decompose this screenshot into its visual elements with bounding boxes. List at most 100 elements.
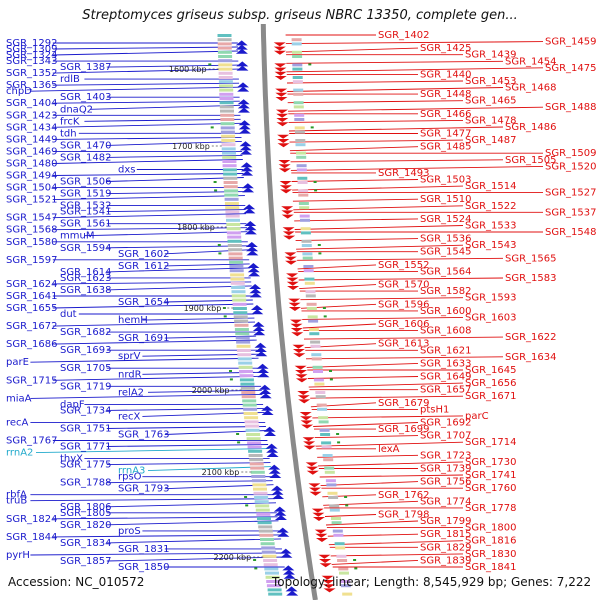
gene-label[interactable]: SGR_1715	[6, 375, 58, 386]
gene-label[interactable]: SGR_1596	[378, 299, 430, 310]
gene-label[interactable]: SGR_1799	[420, 516, 472, 527]
gene-label[interactable]: SGR_1582	[420, 286, 472, 297]
gene-label[interactable]: SGR_1612	[118, 261, 170, 272]
gene-label[interactable]: SGR_1734	[60, 405, 112, 416]
gene-label[interactable]: SGR_1824	[6, 514, 58, 525]
gene-label[interactable]: SGR_1655	[6, 303, 58, 314]
gene-label[interactable]: SGR_1793	[118, 484, 170, 495]
gene-label[interactable]: SGR_1434	[6, 122, 58, 133]
gene-label[interactable]: parC	[465, 411, 489, 422]
gene-label[interactable]: SGR_1606	[378, 319, 430, 330]
gene-label[interactable]: SGR_1519	[60, 189, 112, 200]
gene-label[interactable]: SGR_1798	[378, 510, 430, 521]
gene-label[interactable]: SGR_1533	[465, 221, 517, 232]
gene-label[interactable]: SGR_1739	[420, 464, 472, 475]
gene-label[interactable]: truB	[6, 496, 27, 507]
gene-label[interactable]: SGR_1466	[420, 109, 472, 120]
gene-label[interactable]: SGR_1486	[505, 122, 557, 133]
gene-label[interactable]: SGR_1692	[420, 418, 472, 429]
gene-label[interactable]: SGR_1469	[6, 146, 58, 157]
gene-label[interactable]: SGR_1570	[378, 280, 430, 291]
gene-label[interactable]: SGR_1621	[420, 345, 472, 356]
gene-label[interactable]: SGR_1480	[6, 159, 58, 170]
gene-label[interactable]: SGR_1547	[6, 213, 58, 224]
gene-label[interactable]: SGR_1309	[6, 44, 58, 55]
gene-label[interactable]: SGR_1504	[6, 183, 58, 194]
gene-label[interactable]: pyrH	[6, 550, 30, 561]
gene-label[interactable]: SGR_1552	[378, 260, 430, 271]
gene-label[interactable]: SGR_1763	[118, 430, 170, 441]
gene-label[interactable]: SGR_1672	[6, 321, 58, 332]
gene-label[interactable]: SGR_1343	[6, 56, 58, 67]
gene-label[interactable]: SGR_1686	[6, 339, 58, 350]
gene-label[interactable]: SGR_1543	[465, 240, 517, 251]
gene-label[interactable]: rpsO	[118, 472, 142, 483]
gene-label[interactable]: SGR_1800	[465, 523, 517, 534]
gene-label[interactable]: SGR_1488	[545, 102, 597, 113]
gene-label[interactable]: rbfA	[6, 490, 27, 501]
gene-label[interactable]: SGR_1656	[465, 378, 517, 389]
gene-label[interactable]: SGR_1682	[60, 327, 112, 338]
gene-label[interactable]: lexA	[378, 444, 400, 455]
gene-label[interactable]: SGR_1850	[118, 562, 170, 573]
gene-label[interactable]: SGR_1751	[60, 424, 112, 435]
gene-label[interactable]: SGR_1521	[6, 195, 58, 206]
gene-label[interactable]: SGR_1449	[6, 134, 58, 145]
gene-label[interactable]: SGR_1493	[378, 168, 430, 179]
gene-label[interactable]: SGR_1844	[6, 532, 58, 543]
gene-label[interactable]: SGR_1778	[465, 503, 517, 514]
gene-label[interactable]: SGR_1634	[505, 352, 557, 363]
gene-label[interactable]: SGR_1762	[378, 490, 430, 501]
gene-label[interactable]: SGR_1541	[60, 207, 112, 218]
gene-label[interactable]: SGR_1387	[60, 62, 112, 73]
gene-label[interactable]: SGR_1622	[505, 332, 557, 343]
gene-label[interactable]: SGR_1806	[60, 502, 112, 513]
gene-label[interactable]: miaA	[6, 393, 32, 404]
gene-label[interactable]: SGR_1425	[420, 43, 472, 54]
gene-label[interactable]: SGR_1594	[60, 243, 112, 254]
gene-label[interactable]: SGR_1614	[60, 267, 112, 278]
gene-label[interactable]: rdlB	[60, 74, 80, 85]
gene-label[interactable]: SGR_1324	[6, 50, 58, 61]
gene-label[interactable]: SGR_1568	[6, 225, 58, 236]
gene-label[interactable]: SGR_1654	[118, 297, 170, 308]
gene-label[interactable]: SGR_1671	[465, 391, 517, 402]
gene-label[interactable]: recX	[118, 411, 141, 422]
gene-label[interactable]: SGR_1459	[545, 37, 597, 48]
gene-label[interactable]: SGR_1477	[420, 129, 472, 140]
gene-label[interactable]: SGR_1741	[465, 470, 517, 481]
gene-label[interactable]: SGR_1831	[118, 544, 170, 555]
gene-label[interactable]: recA	[6, 417, 29, 428]
gene-label[interactable]: SGR_1705	[60, 363, 112, 374]
gene-label[interactable]: SGR_1506	[60, 177, 112, 188]
gene-label[interactable]: SGR_1403	[60, 92, 112, 103]
gene-label[interactable]: SGR_1657	[420, 385, 472, 396]
gene-label[interactable]: SGR_1503	[420, 175, 472, 186]
gene-label[interactable]: SGR_1788	[60, 478, 112, 489]
gene-label[interactable]: SGR_1509	[545, 148, 597, 159]
gene-label[interactable]: SGR_1465	[465, 96, 517, 107]
gene-label[interactable]: frcK	[60, 116, 80, 127]
gene-label[interactable]: SGR_1815	[420, 529, 472, 540]
gene-label[interactable]: SGR_1714	[465, 437, 517, 448]
gene-label[interactable]: SGR_1699	[378, 424, 430, 435]
gene-label[interactable]: SGR_1292	[6, 38, 58, 49]
gene-label[interactable]: dapF	[60, 399, 85, 410]
gene-label[interactable]: SGR_1771	[60, 442, 112, 453]
gene-label[interactable]: SGR_1767	[6, 436, 58, 447]
gene-label[interactable]: SGR_1600	[420, 306, 472, 317]
gene-label[interactable]: SGR_1723	[420, 450, 472, 461]
gene-label[interactable]: SGR_1494	[6, 171, 58, 182]
gene-label[interactable]: SGR_1514	[465, 181, 517, 192]
gene-label[interactable]: SGR_1475	[545, 63, 597, 74]
gene-label[interactable]: SGR_1603	[465, 312, 517, 323]
gene-label[interactable]: SGR_1580	[6, 237, 58, 248]
gene-label[interactable]: sprV	[118, 351, 141, 362]
right-gene-labels[interactable]: SGR_1402 SGR_1459 SGR_1425SGR_1439SGR_1454…	[378, 30, 597, 573]
gene-label[interactable]: SGR_1691	[118, 333, 170, 344]
gene-label[interactable]: SGR_1597	[6, 255, 58, 266]
gene-label[interactable]: SGR_1829	[420, 542, 472, 553]
gene-label[interactable]: SGR_1510	[420, 194, 472, 205]
gene-label[interactable]: SGR_1820	[60, 520, 112, 531]
gene-label[interactable]: SGR_1830	[465, 549, 517, 560]
